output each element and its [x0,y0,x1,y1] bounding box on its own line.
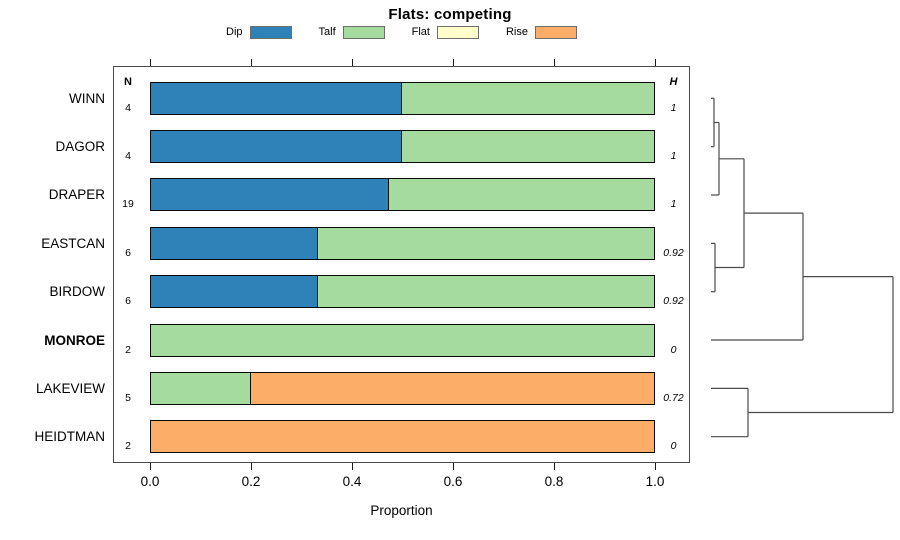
bar-segment-talf [387,178,655,212]
bar-segment-rise [249,371,655,405]
row-label-draper: DRAPER [48,187,105,203]
h-value: 0.92 [663,246,684,259]
legend-swatch-rise [535,25,577,39]
n-value: 5 [125,391,131,404]
legend-item-dip: Dip [226,25,292,39]
x-axis-tick-bottom [351,463,353,470]
x-axis-tick-label: 0.8 [544,474,564,489]
legend-label: Talf [318,26,336,38]
h-value: 0.72 [663,391,684,404]
bar-segment-talf [150,323,655,357]
legend-item-flat: Flat [411,25,479,39]
row-label-heidtman: HEIDTMAN [34,429,106,445]
h-value: 0 [670,440,677,453]
x-axis-tick-label: 0.4 [342,474,362,489]
row-label-monroe: MONROE [44,332,105,348]
n-value: 4 [125,150,131,163]
legend-label: Rise [505,26,528,38]
x-axis-tick-bottom [654,463,656,470]
bar-segment-talf [401,81,655,115]
legend: Dip Talf Flat Rise [113,23,690,41]
row-label-lakeview: LAKEVIEW [35,380,105,396]
n-value: 6 [125,295,131,308]
legend-label: Flat [411,26,430,38]
x-axis-tick-top [149,59,151,66]
x-axis-tick-bottom [149,463,151,470]
x-axis-tick-label: 0.6 [443,474,463,489]
plot-box [113,66,690,463]
n-column-header: N [124,76,132,88]
x-axis-tick-bottom [452,463,454,470]
x-axis-title: Proportion [370,503,433,518]
h-column-header: H [669,76,678,88]
bar-segment-talf [401,130,655,164]
legend-item-talf: Talf [318,25,385,39]
bar-segment-dip [150,178,390,212]
row-label-birdow: BIRDOW [49,284,106,300]
h-value: 1 [670,150,677,163]
bar-segment-talf [150,371,251,405]
x-axis-tick-label: 1.0 [645,474,665,489]
bar-segment-dip [150,226,319,260]
n-value: 6 [125,246,131,259]
chart-title: Flats: competing [388,6,512,23]
n-value: 2 [125,343,131,356]
x-axis-tick-top [452,59,454,66]
x-axis-tick-label: 0.2 [241,474,261,489]
bar-segment-dip [150,275,319,309]
h-value: 1 [670,101,677,114]
row-label-eastcan: EASTCAN [41,235,105,251]
row-label-winn: WINN [69,90,105,106]
x-axis-tick-top [351,59,353,66]
n-value: 2 [125,440,131,453]
x-axis-tick-top [250,59,252,66]
x-axis-tick-label: 0.0 [140,474,160,489]
h-value: 0.92 [663,295,684,308]
bar-segment-dip [150,81,403,115]
x-axis-tick-top [553,59,555,66]
legend-item-rise: Rise [505,25,577,39]
bar-segment-rise [150,420,655,454]
h-value: 1 [670,198,677,211]
n-value: 19 [122,198,134,211]
row-label-dagor: DAGOR [55,139,105,155]
legend-swatch-flat [436,25,479,39]
bar-segment-dip [150,130,403,164]
bar-segment-talf [316,226,655,260]
x-axis-tick-bottom [553,463,555,470]
legend-swatch-dip [249,25,292,39]
bar-segment-talf [316,275,655,309]
h-value: 0 [670,343,677,356]
n-value: 4 [125,101,131,114]
x-axis-tick-top [654,59,656,66]
x-axis-tick-bottom [250,463,252,470]
legend-label: Dip [226,26,243,38]
legend-swatch-talf [342,25,385,39]
